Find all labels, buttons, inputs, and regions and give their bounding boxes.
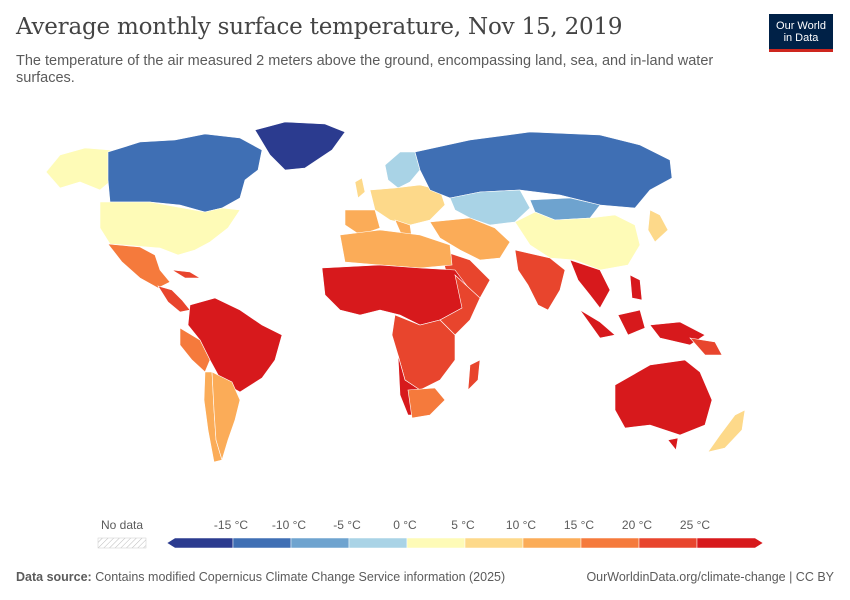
legend-bin[interactable] (166, 537, 234, 549)
region-indonesia[interactable] (579, 309, 706, 346)
footer-source-label: Data source: (16, 570, 92, 584)
region-papua-new-guinea[interactable] (689, 337, 723, 356)
legend-labels: -15 °C -10 °C -5 °C 0 °C 5 °C 10 °C 15 °C 20 °C… (214, 518, 710, 532)
legend-bin[interactable] (348, 537, 408, 549)
legend-bin[interactable] (290, 537, 350, 549)
region-mexico[interactable] (107, 243, 171, 289)
legend-tick-label: 5 °C (451, 518, 475, 532)
region-se-asia[interactable] (569, 259, 611, 309)
legend-tick-label: 20 °C (622, 518, 652, 532)
legend-tick-label: 10 °C (506, 518, 536, 532)
legend-tick-label: 25 °C (680, 518, 710, 532)
owid-logo[interactable]: Our World in Data (769, 14, 833, 52)
legend-no-data-label: No data (101, 518, 143, 532)
legend-tick-label: -15 °C (214, 518, 248, 532)
legend-tick-label: 15 °C (564, 518, 594, 532)
region-south-central-africa[interactable] (391, 314, 456, 391)
legend-bin[interactable] (406, 537, 466, 549)
region-russia[interactable] (414, 131, 673, 209)
legend-bin[interactable] (638, 537, 698, 549)
region-caribbean[interactable] (171, 269, 202, 279)
region-greenland[interactable] (254, 121, 346, 171)
region-scandinavia[interactable] (384, 151, 421, 189)
region-central-america[interactable] (157, 285, 191, 313)
legend-tick-label: 0 °C (393, 518, 417, 532)
legend-bin[interactable] (464, 537, 524, 549)
legend-bin[interactable] (580, 537, 640, 549)
region-japan[interactable] (647, 209, 669, 243)
region-europe-west[interactable] (369, 184, 446, 226)
region-tasmania[interactable] (667, 437, 679, 451)
region-south-africa[interactable] (407, 387, 446, 419)
chart-subtitle: The temperature of the air measured 2 me… (16, 53, 714, 86)
region-argentina[interactable] (211, 371, 241, 462)
logo-line-1: Our World (776, 20, 826, 32)
footer-source-text[interactable]: Contains modified Copernicus Climate Cha… (95, 570, 506, 584)
region-middle-east[interactable] (429, 217, 511, 261)
region-philippines[interactable] (629, 274, 643, 301)
region-canada[interactable] (107, 133, 263, 213)
legend: -15 °C -10 °C -5 °C 0 °C 5 °C 10 °C 15 °C 20 °C… (97, 518, 764, 549)
region-india[interactable] (514, 249, 566, 311)
region-madagascar[interactable] (467, 359, 481, 391)
region-alaska[interactable] (45, 147, 113, 191)
legend-bin[interactable] (522, 537, 582, 549)
region-uk[interactable] (354, 177, 366, 199)
logo-line-2: in Data (783, 32, 819, 44)
world-map (45, 121, 746, 463)
region-north-africa[interactable] (339, 229, 453, 269)
chart-title: Average monthly surface temperature, Nov… (16, 14, 623, 40)
legend-no-data-swatch[interactable] (97, 537, 147, 549)
region-new-zealand[interactable] (707, 409, 746, 453)
legend-bins (166, 537, 764, 549)
legend-bin[interactable] (696, 537, 764, 549)
legend-tick-label: -5 °C (333, 518, 361, 532)
region-australia[interactable] (614, 359, 713, 436)
footer-url[interactable]: OurWorldinData.org/climate-change | CC B… (586, 570, 834, 584)
legend-tick-label: -10 °C (272, 518, 306, 532)
footer-source: Data source: Contains modified Copernicu… (16, 570, 505, 584)
legend-bin[interactable] (232, 537, 292, 549)
